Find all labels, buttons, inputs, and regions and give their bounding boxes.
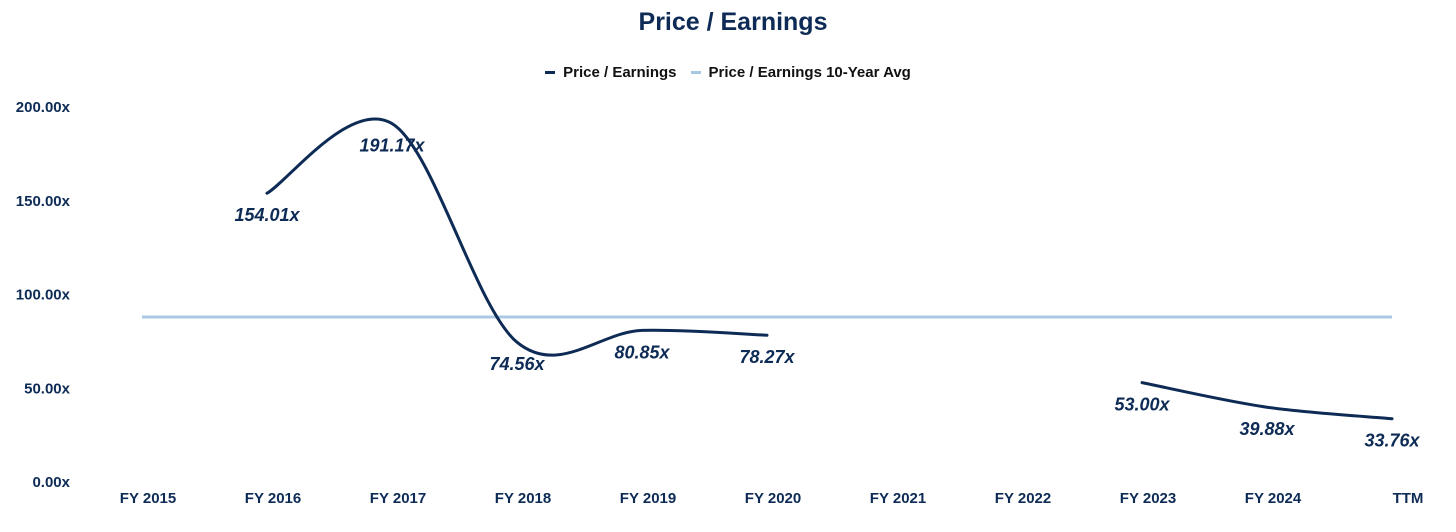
x-tick-label: FY 2017 [370, 490, 426, 507]
x-tick-label: FY 2018 [495, 490, 551, 507]
x-tick-label: TTM [1393, 490, 1424, 507]
legend-item-pe: Price / Earnings [545, 64, 677, 81]
data-label: 80.85x [614, 342, 670, 362]
data-label: 39.88x [1239, 419, 1295, 439]
y-tick-label: 100.00x [16, 287, 71, 304]
pe-series-line [265, 117, 769, 357]
legend-label-pe: Price / Earnings [563, 64, 677, 81]
data-label: 191.17x [359, 136, 425, 156]
y-tick-label: 150.00x [16, 193, 71, 210]
x-tick-label: FY 2021 [870, 490, 926, 507]
x-tick-label: FY 2020 [745, 490, 801, 507]
y-tick-label: 0.00x [32, 474, 70, 491]
x-tick-label: FY 2015 [120, 490, 176, 507]
legend-item-avg: Price / Earnings 10-Year Avg [690, 64, 911, 81]
legend: Price / Earnings Price / Earnings 10-Yea… [0, 64, 1456, 81]
data-label: 53.00x [1114, 395, 1170, 415]
x-tick-label: FY 2022 [995, 490, 1051, 507]
x-tick-label: FY 2016 [245, 490, 301, 507]
y-tick-label: 50.00x [24, 380, 71, 397]
x-tick-label: FY 2023 [1120, 490, 1176, 507]
x-tick-label: FY 2024 [1245, 490, 1302, 507]
legend-swatch-avg [690, 71, 701, 74]
data-label: 78.27x [739, 347, 795, 367]
legend-swatch-pe [545, 71, 556, 74]
legend-label-avg: Price / Earnings 10-Year Avg [708, 64, 911, 81]
chart-title: Price / Earnings [638, 8, 828, 36]
data-label: 74.56x [489, 354, 545, 374]
data-label: 33.76x [1364, 431, 1420, 451]
data-label: 154.01x [234, 205, 300, 225]
y-tick-label: 200.00x [16, 99, 71, 116]
pe-series-line [1140, 381, 1394, 421]
x-tick-label: FY 2019 [620, 490, 676, 507]
